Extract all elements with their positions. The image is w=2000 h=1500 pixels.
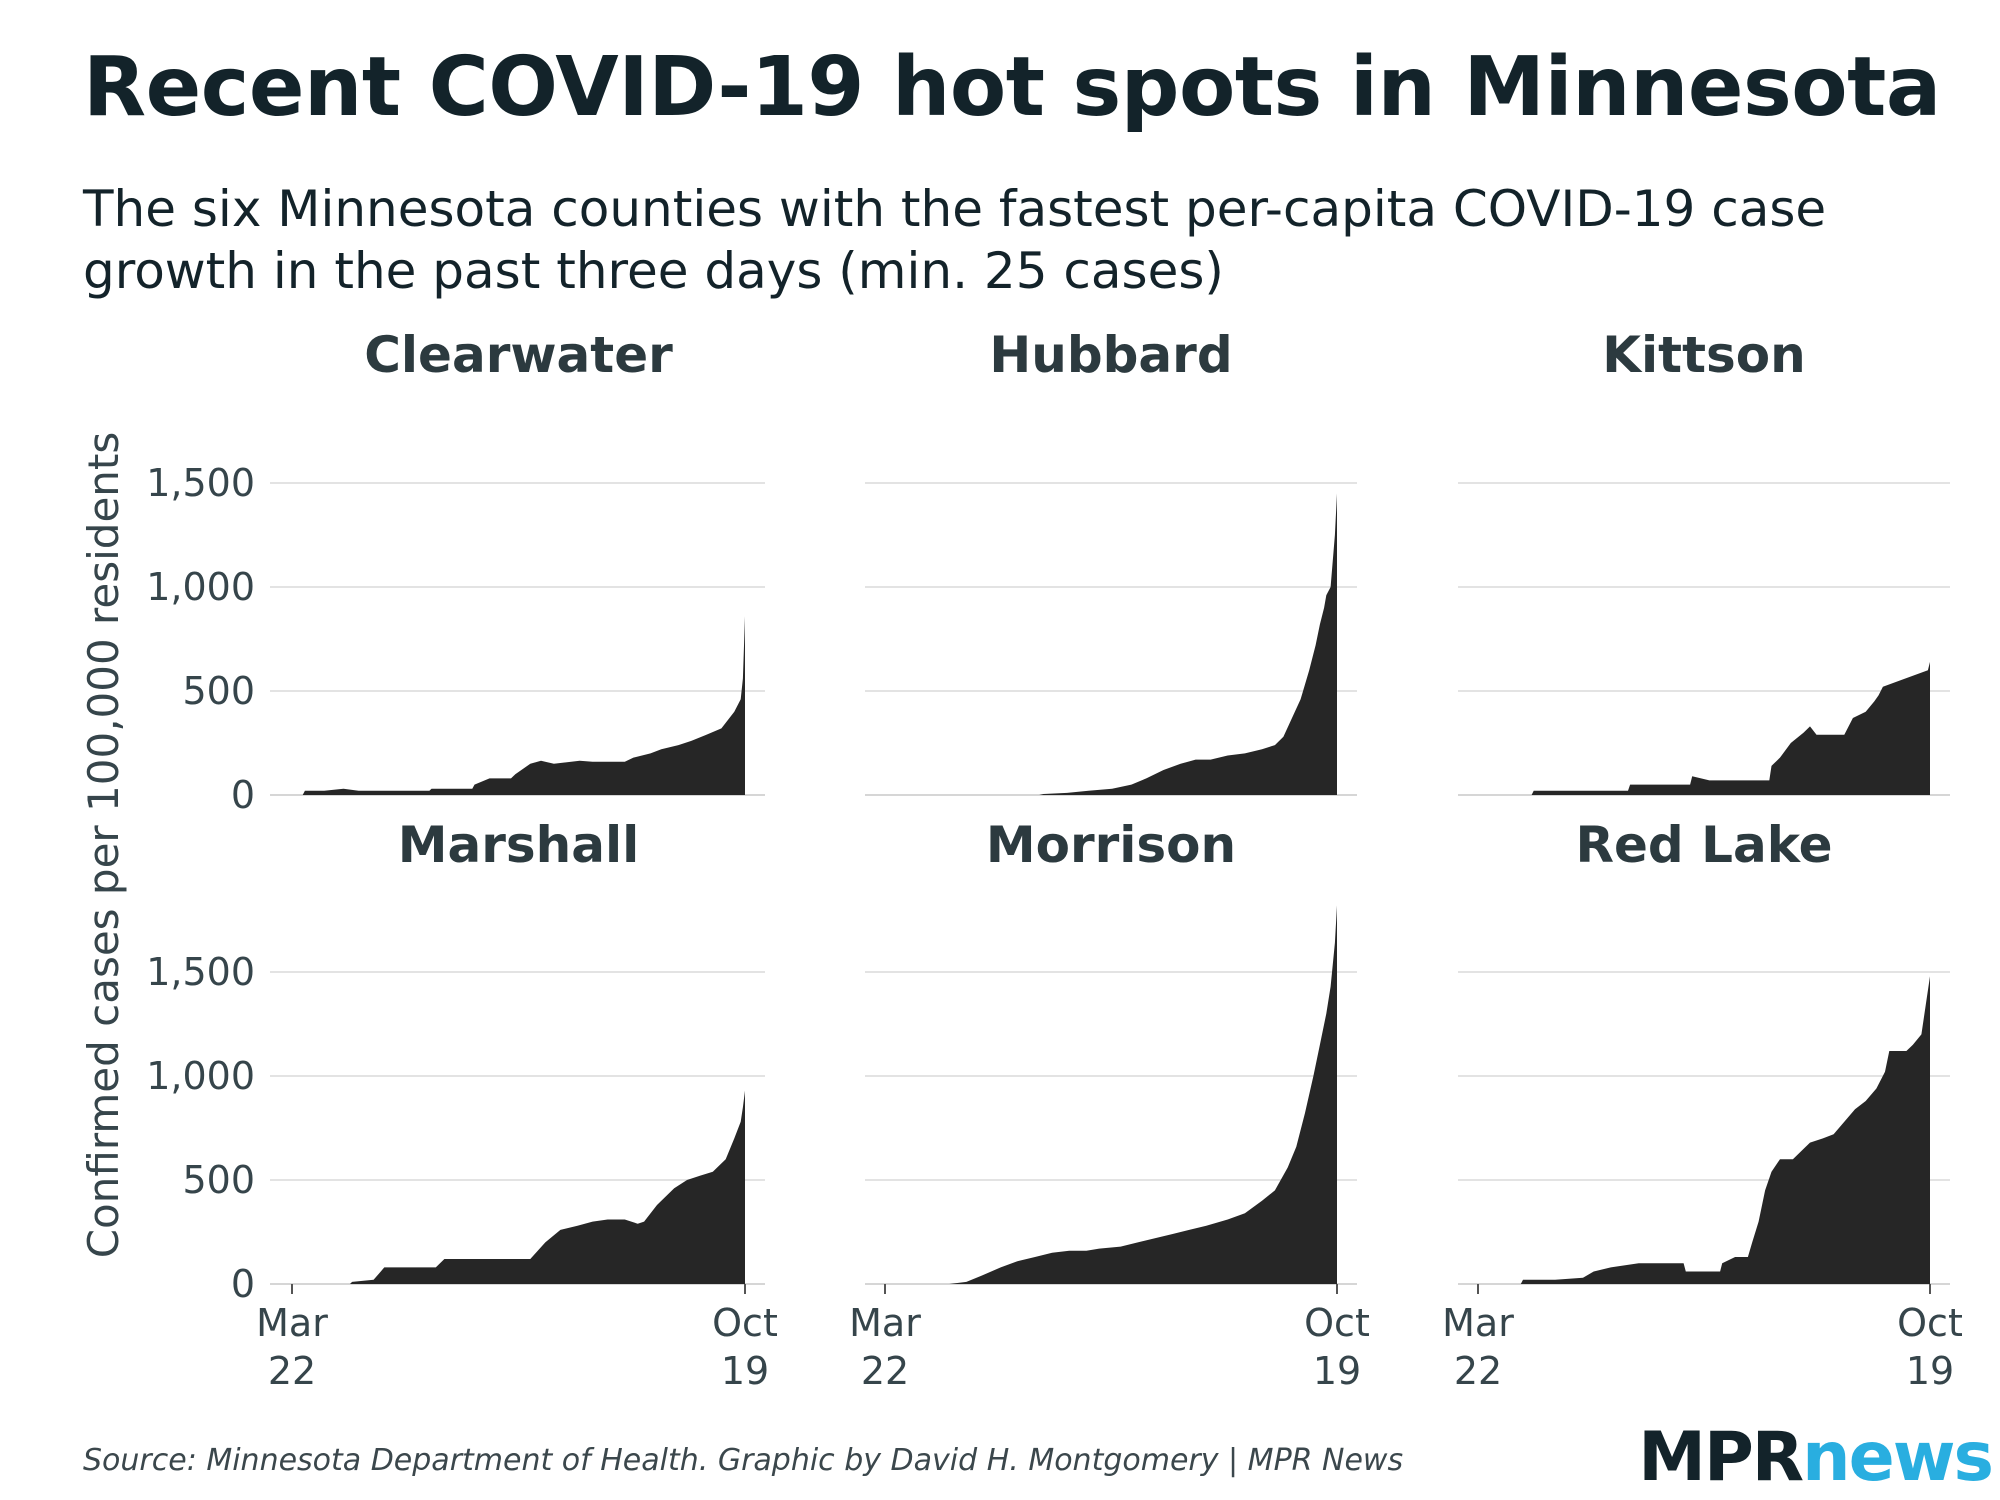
x-tick-label-marshall-1-month: Oct	[712, 1301, 778, 1345]
y-tick-label-2-1000: 1,000	[146, 1054, 255, 1098]
y-tick-label-2-500: 500	[182, 1158, 255, 1202]
x-tick-label-morrison-0-day: 22	[861, 1349, 909, 1393]
area-clearwater	[292, 616, 745, 795]
x-tick-label-red-lake-1-day: 19	[1906, 1349, 1954, 1393]
chart-title: Recent COVID-19 hot spots in Minnesota	[83, 40, 1941, 135]
panel-title-kittson: Kittson	[1602, 326, 1805, 384]
x-tick-label-marshall-0-day: 22	[268, 1349, 316, 1393]
x-tick-label-red-lake-0-day: 22	[1454, 1349, 1502, 1393]
y-tick-label-2-1500: 1,500	[146, 950, 255, 994]
area-morrison	[885, 905, 1337, 1284]
y-axis-label: Confirmed cases per 100,000 residents	[79, 432, 128, 1259]
panel-title-red-lake: Red Lake	[1575, 816, 1832, 874]
area-red-lake	[1478, 976, 1930, 1284]
x-tick-label-morrison-1-day: 19	[1313, 1349, 1361, 1393]
x-tick-label-morrison-0-month: Mar	[849, 1301, 921, 1345]
y-tick-label-1-1500: 1,500	[146, 461, 255, 505]
source-credit: Source: Minnesota Department of Health. …	[83, 1443, 1404, 1478]
area-hubbard	[885, 493, 1337, 795]
logo-news-text: news	[1802, 1418, 1994, 1497]
area-marshall	[292, 1090, 745, 1284]
panel-title-morrison: Morrison	[986, 816, 1236, 874]
x-tick-label-morrison-1-month: Oct	[1304, 1301, 1370, 1345]
y-tick-label-1-1000: 1,000	[146, 565, 255, 609]
panel-title-hubbard: Hubbard	[989, 326, 1232, 384]
chart-subtitle: The six Minnesota counties with the fast…	[83, 180, 1827, 300]
x-tick-label-marshall-0-month: Mar	[256, 1301, 328, 1345]
x-tick-label-red-lake-1-month: Oct	[1897, 1301, 1963, 1345]
panel-title-clearwater: Clearwater	[364, 326, 673, 384]
y-tick-label-2-0: 0	[231, 1262, 255, 1306]
panel-title-marshall: Marshall	[398, 816, 640, 874]
logo-mpr-text: MPR	[1638, 1418, 1804, 1497]
x-tick-label-marshall-1-day: 19	[721, 1349, 769, 1393]
mpr-news-logo: MPRnews	[1638, 1418, 1994, 1497]
x-tick-label-red-lake-0-month: Mar	[1442, 1301, 1514, 1345]
y-tick-label-1-0: 0	[231, 773, 255, 817]
area-kittson	[1478, 661, 1930, 795]
y-tick-label-1-500: 500	[182, 669, 255, 713]
